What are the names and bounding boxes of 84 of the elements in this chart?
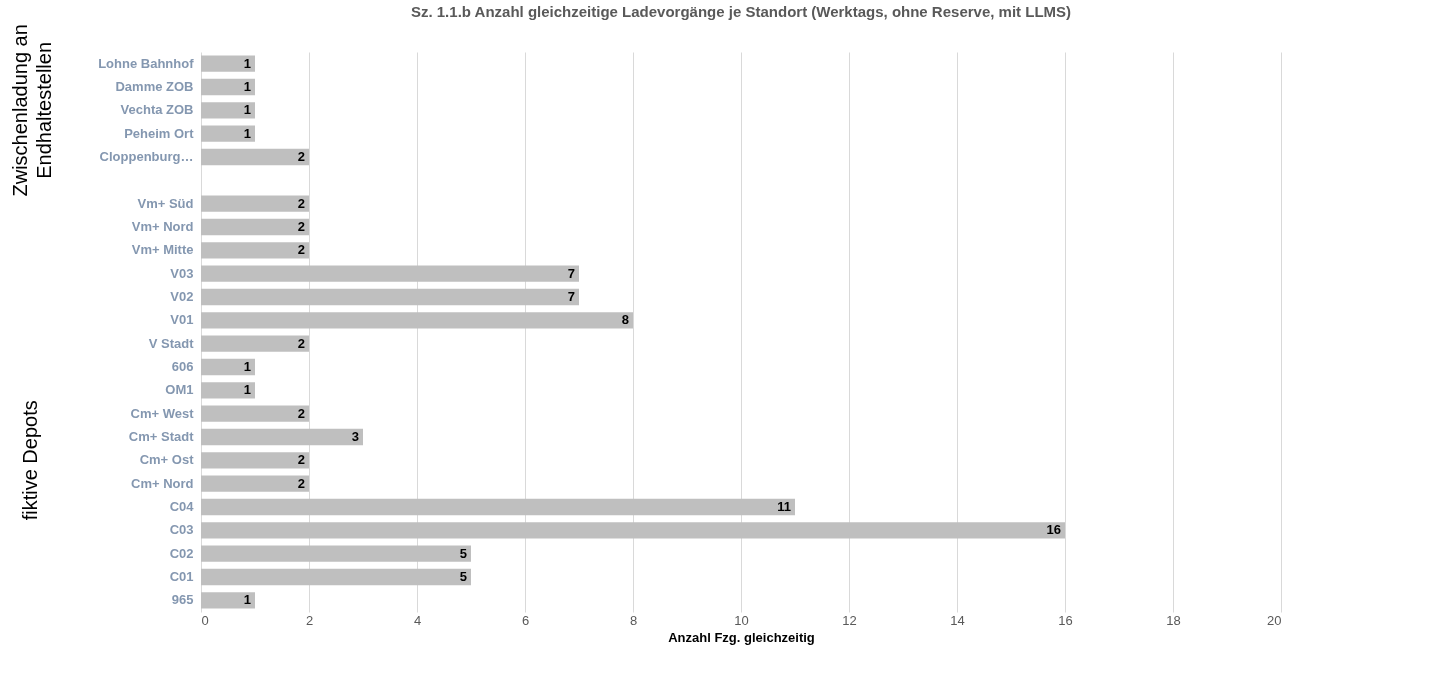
x-tick-label: 8 bbox=[629, 612, 638, 628]
y-tick-label: OM1 bbox=[165, 382, 194, 398]
data-label: 2 bbox=[297, 475, 305, 491]
bar bbox=[201, 545, 471, 562]
bar bbox=[201, 382, 255, 399]
x-tick-label: 2 bbox=[305, 612, 314, 628]
data-label: 2 bbox=[297, 242, 305, 258]
x-tick-label: 10 bbox=[734, 612, 749, 628]
y-tick-label: V03 bbox=[170, 265, 194, 281]
bar bbox=[201, 592, 255, 609]
y-tick-label: C02 bbox=[169, 545, 194, 561]
bar bbox=[201, 498, 795, 516]
bar bbox=[201, 405, 309, 422]
y-tick-label: Vm+ Süd bbox=[137, 195, 194, 211]
bar bbox=[201, 312, 633, 329]
bar bbox=[201, 218, 309, 236]
y-tick-label: 606 bbox=[171, 359, 194, 374]
x-tick-label: 20 bbox=[1267, 612, 1282, 628]
x-tick-label: 12 bbox=[842, 612, 857, 628]
bar bbox=[201, 568, 471, 586]
bar bbox=[201, 428, 363, 446]
bar bbox=[201, 452, 309, 469]
x-tick-label: 6 bbox=[521, 612, 530, 628]
bar bbox=[201, 358, 255, 376]
y-tick-label: V01 bbox=[170, 312, 194, 328]
y-tick-label: Peheim Ort bbox=[124, 125, 195, 141]
y-tick-label: Damme ZOB bbox=[115, 79, 194, 94]
x-tick-label: 16 bbox=[1058, 612, 1073, 628]
bar bbox=[201, 475, 309, 492]
bar bbox=[201, 102, 255, 119]
bar bbox=[201, 242, 309, 259]
y-tick-label: Lohne Bahnhof bbox=[98, 55, 195, 71]
y-tick-label: Cm+ Ost bbox=[139, 452, 195, 468]
y-tick-label: Cm+ Nord bbox=[131, 475, 194, 491]
y-tick-label: Vm+ Mitte bbox=[131, 242, 194, 258]
bar bbox=[201, 125, 255, 142]
y-tick-label: C03 bbox=[169, 522, 194, 538]
data-label: 5 bbox=[459, 545, 467, 561]
bar bbox=[201, 265, 579, 282]
data-label: 3 bbox=[351, 429, 359, 444]
data-label: 2 bbox=[297, 452, 305, 468]
bar bbox=[201, 78, 255, 96]
data-label: 7 bbox=[567, 265, 575, 281]
y-tick-label: Cloppenburg… bbox=[99, 149, 194, 164]
y-tick-label: Vechta ZOB bbox=[120, 102, 194, 118]
y-tick-label: Cm+ Stadt bbox=[128, 429, 195, 444]
data-label: 2 bbox=[297, 405, 305, 421]
chart-title: Sz. 1.1.b Anzahl gleichzeitige Ladevorgänge je Standort (Werktags, ohne Reserve, mit LLMS) bbox=[410, 3, 1072, 21]
text: Zwischenladung an Endhaltestellen bbox=[9, 24, 55, 197]
y-tick-label: 965 bbox=[171, 592, 194, 608]
data-label: 1 bbox=[243, 102, 251, 118]
bar bbox=[201, 522, 1065, 539]
x-axis-title: Anzahl Fzg. gleichzeitig bbox=[668, 629, 815, 645]
y-tick-label: V02 bbox=[170, 289, 194, 304]
data-label: 2 bbox=[297, 195, 305, 211]
bar bbox=[201, 335, 309, 352]
text: fiktive Depots bbox=[19, 400, 41, 521]
data-label: 1 bbox=[243, 125, 251, 141]
data-label: 16 bbox=[1046, 522, 1061, 538]
y-tick-label: V Stadt bbox=[148, 335, 195, 351]
x-tick-label: 14 bbox=[950, 612, 965, 628]
bar bbox=[201, 148, 309, 166]
bar bbox=[201, 288, 579, 306]
data-label: 2 bbox=[297, 219, 305, 234]
x-tick-label: 18 bbox=[1166, 612, 1181, 628]
bar bbox=[201, 195, 309, 212]
y-tick-label: Vm+ Nord bbox=[131, 219, 194, 234]
data-label: 5 bbox=[459, 569, 467, 584]
y-tick-label: C01 bbox=[169, 569, 194, 584]
y-tick-label: C04 bbox=[169, 499, 195, 514]
data-label: 1 bbox=[243, 382, 251, 398]
y-tick-label: Cm+ West bbox=[130, 405, 195, 421]
data-label: 1 bbox=[243, 55, 251, 71]
data-label: 8 bbox=[621, 312, 629, 328]
data-label: 2 bbox=[297, 149, 305, 164]
data-label: 1 bbox=[243, 359, 251, 374]
x-tick-label: 4 bbox=[413, 612, 422, 628]
data-label: 1 bbox=[243, 592, 251, 608]
data-label: 7 bbox=[567, 289, 575, 304]
x-tick-label: 0 bbox=[201, 612, 209, 628]
data-label: 11 bbox=[777, 499, 791, 514]
data-label: 2 bbox=[297, 335, 305, 351]
bar bbox=[201, 55, 255, 72]
data-label: 1 bbox=[243, 79, 251, 94]
